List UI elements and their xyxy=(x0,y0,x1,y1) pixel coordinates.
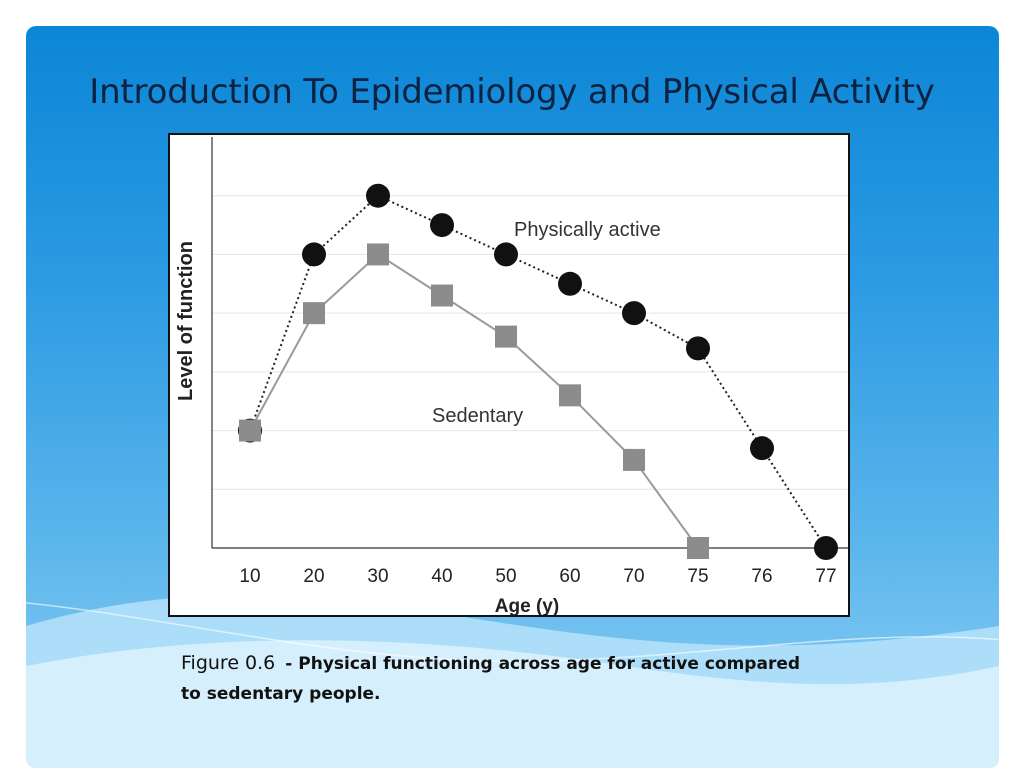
chart-frame: 10 20 30 40 50 60 70 75 76 77 Age (y) Level of func… xyxy=(168,133,850,617)
x-tick-label: 10 xyxy=(239,566,260,587)
x-tick-label: 75 xyxy=(687,566,708,587)
active-point xyxy=(750,436,774,461)
figure-label: Figure 0.6 xyxy=(181,652,276,674)
active-point xyxy=(622,301,646,326)
y-axis-label: Level of function xyxy=(175,241,197,401)
sedentary-point xyxy=(687,537,709,559)
x-axis-label: Age (y) xyxy=(495,596,559,615)
sedentary-point xyxy=(303,302,325,325)
x-tick-label: 76 xyxy=(751,566,772,587)
sedentary-point xyxy=(623,448,645,471)
series-line-1 xyxy=(249,253,699,549)
figure-caption: Figure 0.6- Physical functioning across … xyxy=(181,648,821,709)
x-tick-label: 40 xyxy=(431,566,452,587)
slide-title: Introduction To Epidemiology and Physica… xyxy=(89,72,935,112)
x-tick-label: 30 xyxy=(367,566,388,587)
sedentary-point xyxy=(239,419,261,442)
x-tick-label: 20 xyxy=(303,566,324,587)
active-point xyxy=(430,213,454,238)
sedentary-point xyxy=(367,243,389,266)
active-point xyxy=(686,336,710,361)
series-line-0 xyxy=(249,194,827,549)
sedentary-point xyxy=(559,384,581,407)
series-label-sedentary: Sedentary xyxy=(432,405,523,427)
x-tick-label: 60 xyxy=(559,566,580,587)
series-label-active: Physically active xyxy=(514,219,661,241)
x-tick-label: 50 xyxy=(495,566,516,587)
line-chart: 10 20 30 40 50 60 70 75 76 77 Age (y) Level of func… xyxy=(175,137,848,615)
x-tick-label: 77 xyxy=(815,566,836,587)
sedentary-point xyxy=(431,284,453,307)
active-point xyxy=(366,183,390,208)
active-point xyxy=(814,536,838,560)
active-point xyxy=(302,242,326,267)
caption-text: - Physical functioning across age for ac… xyxy=(181,654,801,704)
active-point xyxy=(494,242,518,267)
x-tick-label: 70 xyxy=(623,566,644,587)
sedentary-point xyxy=(495,325,517,348)
wave-decoration xyxy=(26,595,999,768)
active-point xyxy=(558,271,582,296)
